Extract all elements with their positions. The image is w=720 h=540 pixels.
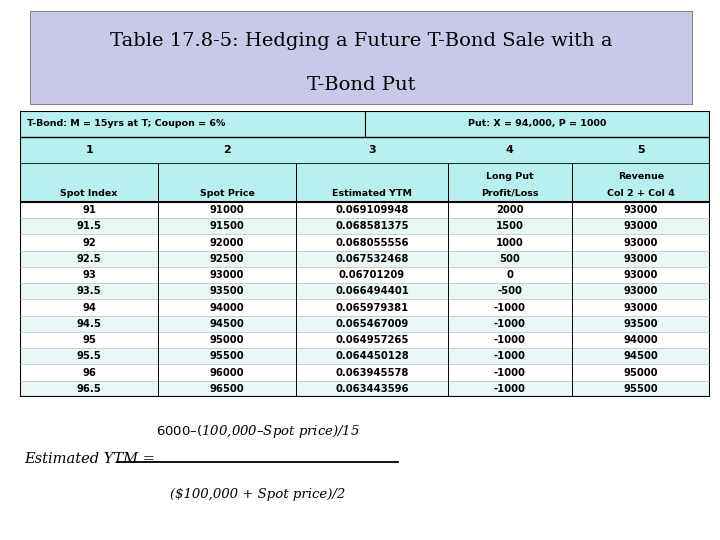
Text: 0.067532468: 0.067532468 (336, 254, 409, 264)
Text: 0.06701209: 0.06701209 (339, 270, 405, 280)
Text: 0.066494401: 0.066494401 (335, 286, 409, 296)
Text: 93000: 93000 (624, 238, 658, 248)
Text: 91500: 91500 (210, 221, 245, 231)
Text: Put: X = 94,000, P = 1000: Put: X = 94,000, P = 1000 (468, 119, 607, 129)
Text: 92500: 92500 (210, 254, 244, 264)
Text: 93000: 93000 (624, 302, 658, 313)
Text: 95000: 95000 (210, 335, 244, 345)
Text: 5: 5 (637, 145, 644, 155)
Text: 3: 3 (368, 145, 376, 155)
Text: 96.5: 96.5 (77, 384, 102, 394)
Text: 93500: 93500 (624, 319, 658, 329)
Text: 94: 94 (82, 302, 96, 313)
Text: 93000: 93000 (624, 286, 658, 296)
Text: Revenue: Revenue (618, 172, 664, 181)
Text: 94000: 94000 (624, 335, 658, 345)
Bar (20, 251, 710, 267)
Text: 500: 500 (500, 254, 521, 264)
Text: Spot Price: Spot Price (199, 189, 255, 198)
Text: 95: 95 (82, 335, 96, 345)
Text: Long Put: Long Put (486, 172, 534, 181)
Text: 93000: 93000 (624, 270, 658, 280)
Text: 91.5: 91.5 (77, 221, 102, 231)
Text: 0.069109948: 0.069109948 (336, 205, 409, 215)
Text: ($100,000 + Spot price)/2: ($100,000 + Spot price)/2 (170, 488, 346, 501)
Text: 0: 0 (506, 270, 513, 280)
Bar (20, 202, 710, 218)
Text: 0.065467009: 0.065467009 (336, 319, 408, 329)
Text: T-Bond Put: T-Bond Put (307, 76, 415, 93)
Text: -1000: -1000 (494, 352, 526, 361)
Text: 2000: 2000 (496, 205, 523, 215)
Text: 95500: 95500 (624, 384, 658, 394)
Text: 2: 2 (223, 145, 231, 155)
Text: Estimated YTM =: Estimated YTM = (24, 452, 159, 466)
Text: 0.065979381: 0.065979381 (336, 302, 408, 313)
Text: 91: 91 (82, 205, 96, 215)
Bar (20, 381, 710, 397)
Text: 91000: 91000 (210, 205, 244, 215)
Text: Table 17.8-5: Hedging a Future T-Bond Sale with a: Table 17.8-5: Hedging a Future T-Bond Sa… (110, 32, 613, 50)
Text: 0.064450128: 0.064450128 (335, 352, 409, 361)
Text: 92: 92 (82, 238, 96, 248)
Text: 93: 93 (82, 270, 96, 280)
Bar (20, 332, 710, 348)
Text: 96500: 96500 (210, 384, 244, 394)
Text: 0.068055556: 0.068055556 (336, 238, 409, 248)
Text: -1000: -1000 (494, 384, 526, 394)
Text: T-Bond: M = 15yrs at T; Coupon = 6%: T-Bond: M = 15yrs at T; Coupon = 6% (27, 119, 225, 129)
Bar (20, 300, 710, 316)
Text: 94000: 94000 (210, 302, 244, 313)
Bar (20, 267, 710, 283)
Text: 0.064957265: 0.064957265 (336, 335, 409, 345)
Text: 93000: 93000 (210, 270, 244, 280)
Text: -500: -500 (498, 286, 522, 296)
Text: 95.5: 95.5 (77, 352, 102, 361)
Text: 96: 96 (82, 368, 96, 377)
Bar (20, 218, 710, 234)
Text: 92.5: 92.5 (77, 254, 102, 264)
Bar (20, 283, 710, 300)
Bar (20, 364, 710, 381)
Bar (20, 348, 710, 364)
Bar (20, 234, 710, 251)
Text: 1000: 1000 (496, 238, 523, 248)
Text: $6000 – ($100,000–Spot price)/15: $6000 – ($100,000–Spot price)/15 (156, 423, 360, 441)
Text: 0.068581375: 0.068581375 (336, 221, 409, 231)
Text: 4: 4 (506, 145, 514, 155)
Bar (20, 316, 710, 332)
Text: Col 2 + Col 4: Col 2 + Col 4 (607, 189, 675, 198)
Text: 93.5: 93.5 (77, 286, 102, 296)
Text: 94.5: 94.5 (77, 319, 102, 329)
Text: 94500: 94500 (210, 319, 245, 329)
Text: Profit/Loss: Profit/Loss (481, 189, 539, 198)
Text: 92000: 92000 (210, 238, 244, 248)
Text: 93000: 93000 (624, 254, 658, 264)
Text: Estimated YTM: Estimated YTM (332, 189, 412, 198)
Text: -1000: -1000 (494, 368, 526, 377)
Text: 95500: 95500 (210, 352, 244, 361)
Text: 1: 1 (85, 145, 93, 155)
Text: 93000: 93000 (624, 205, 658, 215)
Text: Spot Index: Spot Index (60, 189, 118, 198)
Text: 1500: 1500 (496, 221, 524, 231)
Text: 0.063945578: 0.063945578 (336, 368, 409, 377)
Bar (20, 137, 710, 164)
Text: 95000: 95000 (624, 368, 658, 377)
Bar (20, 164, 710, 202)
Text: -1000: -1000 (494, 302, 526, 313)
Text: -1000: -1000 (494, 335, 526, 345)
Text: 94500: 94500 (624, 352, 658, 361)
Text: 96000: 96000 (210, 368, 244, 377)
Text: 93500: 93500 (210, 286, 244, 296)
Text: -1000: -1000 (494, 319, 526, 329)
Bar (20, 111, 710, 137)
Text: 93000: 93000 (624, 221, 658, 231)
Text: 0.063443596: 0.063443596 (336, 384, 409, 394)
